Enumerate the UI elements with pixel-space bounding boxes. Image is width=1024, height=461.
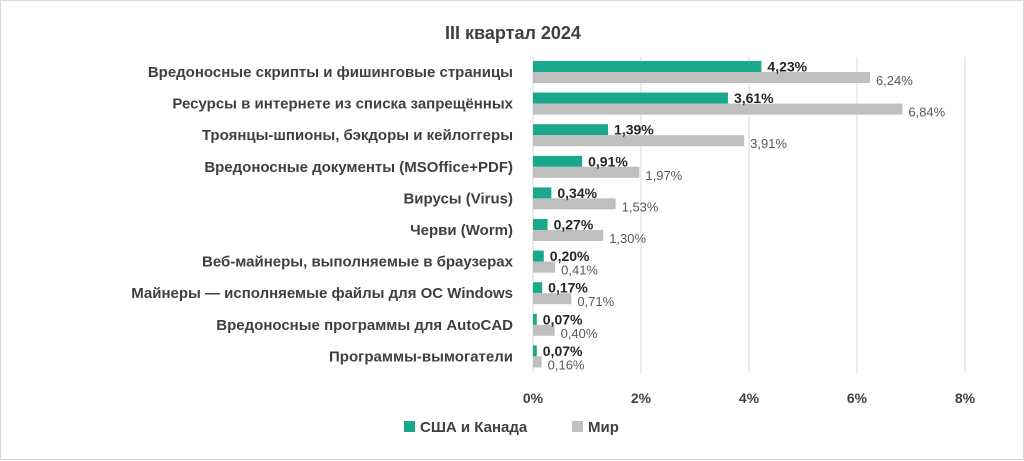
data-label-us-canada: 0,17%: [548, 280, 588, 296]
bar-world: [533, 261, 556, 273]
data-label-world: 3,91%: [750, 136, 787, 151]
x-tick-label: 2%: [631, 390, 652, 406]
bar-world: [533, 103, 903, 115]
category-label: Троянцы-шпионы, бэкдоры и кейлоггеры: [202, 127, 513, 144]
x-tick-label: 0%: [523, 390, 544, 406]
legend-label-world: Мир: [588, 419, 619, 436]
bar-world: [533, 293, 572, 305]
bars: [533, 61, 903, 368]
data-labels: 4,23% 6,24% 3,61% 6,84% 1,39% 3,91% 0,91% 1,97%…: [543, 59, 946, 373]
category-label: Черви (Worm): [410, 222, 513, 239]
legend-swatch-world: [572, 421, 583, 432]
x-axis-ticks: 0% 2% 4% 6% 8%: [523, 390, 976, 406]
bar-world: [533, 230, 604, 241]
data-label-world: 0,40%: [561, 326, 598, 341]
legend: США и Канада Мир: [404, 419, 619, 436]
category-label: Вредоносные документы (MSOffice+PDF): [204, 159, 513, 176]
chart-title: III квартал 2024: [445, 23, 581, 43]
legend-swatch-us-canada: [404, 421, 415, 432]
data-label-us-canada: 4,23%: [767, 59, 807, 75]
category-label: Майнеры — исполняемые файлы для ОС Windo…: [131, 285, 513, 302]
bar-us-canada: [533, 250, 544, 262]
data-label-us-canada: 3,61%: [734, 90, 774, 106]
data-label-us-canada: 0,07%: [543, 311, 583, 327]
bar-us-canada: [533, 61, 762, 72]
bar-us-canada: [533, 313, 537, 325]
data-label-world: 6,84%: [908, 105, 945, 120]
bar-us-canada: [533, 124, 609, 136]
data-label-us-canada: 0,07%: [543, 343, 583, 359]
data-label-world: 0,71%: [577, 294, 614, 309]
data-label-us-canada: 0,20%: [550, 248, 590, 264]
x-tick-label: 8%: [955, 390, 976, 406]
bar-world: [533, 72, 870, 83]
category-label: Ресурсы в интернете из списка запрещённы…: [172, 96, 513, 113]
category-label: Программы-вымогатели: [329, 348, 513, 365]
data-label-us-canada: 0,27%: [554, 217, 594, 233]
data-label-us-canada: 0,34%: [557, 185, 597, 201]
bar-us-canada: [533, 155, 583, 167]
data-label-world: 6,24%: [876, 73, 913, 88]
bar-world: [533, 324, 555, 336]
legend-label-us-canada: США и Канада: [420, 419, 528, 436]
x-tick-label: 6%: [847, 390, 868, 406]
bar-world: [533, 198, 616, 210]
data-label-world: 1,30%: [609, 231, 646, 246]
bar-us-canada: [533, 187, 552, 199]
bar-us-canada: [533, 282, 543, 294]
data-label-world: 1,97%: [645, 168, 682, 183]
data-label-world: 0,41%: [561, 263, 598, 278]
data-label-us-canada: 0,91%: [588, 153, 628, 169]
bar-world: [533, 166, 640, 178]
bar-world: [533, 135, 745, 147]
category-label: Вредоносные программы для AutoCAD: [216, 317, 513, 334]
bar-world: [533, 356, 542, 368]
x-tick-label: 4%: [739, 390, 760, 406]
category-labels: Вредоносные скрипты и фишинговые страниц…: [131, 64, 513, 365]
bar-us-canada: [533, 92, 728, 104]
bar-us-canada: [533, 345, 537, 357]
category-label: Вирусы (Virus): [403, 190, 513, 207]
category-label: Вредоносные скрипты и фишинговые страниц…: [148, 64, 513, 81]
data-label-world: 0,16%: [548, 357, 585, 372]
category-label: Веб-майнеры, выполняемые в браузерах: [202, 254, 514, 271]
bar-us-canada: [533, 219, 548, 230]
data-label-world: 1,53%: [622, 199, 659, 214]
data-label-us-canada: 1,39%: [614, 122, 654, 138]
